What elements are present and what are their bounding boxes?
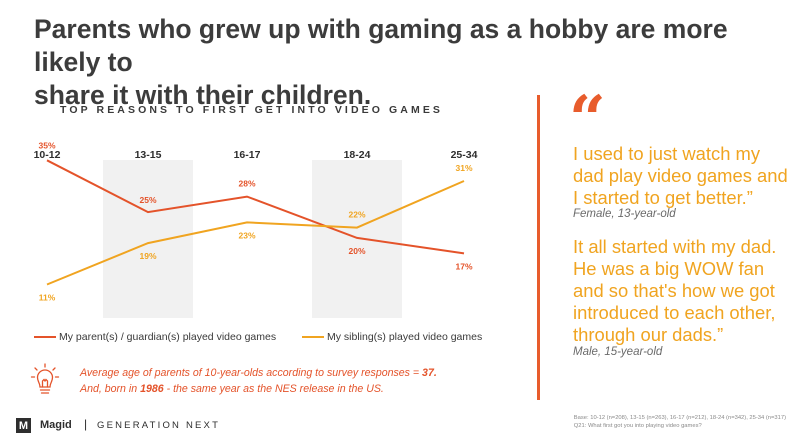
data-label-parents-25-34: 17%	[455, 261, 472, 271]
data-label-parents-10-12: 35%	[38, 140, 55, 150]
data-label-siblings-25-34: 31%	[455, 163, 472, 173]
quote-line: He was a big WOW fan	[573, 258, 765, 279]
survey-base-note: Base: 10-12 (n=208), 13-15 (n=263), 16-1…	[574, 415, 786, 430]
category-label-16-17: 16-17	[234, 149, 261, 161]
data-label-parents-18-24: 20%	[348, 246, 365, 256]
magid-logo: M	[16, 418, 31, 433]
data-label-siblings-10-12: 11%	[39, 292, 56, 302]
insight-line-1: Average age of parents of 10-year-olds a…	[80, 365, 437, 381]
insight-birth-year: 1986	[140, 383, 164, 395]
data-label-siblings-18-24: 22%	[348, 210, 365, 220]
quote-line: through our dads.”	[573, 324, 724, 345]
headline: Parents who grew up with gaming as a hob…	[34, 13, 794, 112]
data-label-parents-16-17: 28%	[238, 179, 255, 189]
category-label-13-15: 13-15	[135, 149, 162, 161]
shaded-column-18-24	[312, 160, 402, 318]
category-label-25-34: 25-34	[451, 149, 478, 161]
footer-brand: Magid	[40, 419, 72, 431]
legend-item-parents: My parent(s) / guardian(s) played video …	[34, 331, 276, 343]
legend-label-siblings: My sibling(s) played video games	[327, 331, 483, 343]
footer-separator: |	[84, 417, 88, 431]
quote-male: It all started with my dad. He was a big…	[573, 236, 798, 346]
footer-tagline: GENERATION NEXT	[97, 420, 221, 431]
quote-line: introduced to each other,	[573, 302, 776, 323]
legend-swatch-parents	[34, 336, 56, 338]
line-chart: 10-12 13-15 16-17 18-24 25-34 35% 25% 28% 20% 17%…	[34, 140, 478, 318]
survey-base-line: Base: 10-12 (n=208), 13-15 (n=263), 16-1…	[573, 415, 786, 421]
quote-line: dad play video games and	[573, 165, 788, 186]
quote-line: It all started with my dad.	[573, 236, 777, 257]
data-label-siblings-13-15: 19%	[139, 251, 156, 261]
quote-line: and so that's how we got	[573, 280, 775, 301]
insight-line-2: And, born in 1986 - the same year as the…	[80, 381, 437, 397]
quote-line: I used to just watch my	[573, 143, 761, 164]
survey-question-line: Q21: What first got you into playing vid…	[573, 422, 702, 429]
insight-line-1-text: Average age of parents of 10-year-olds a…	[80, 367, 423, 379]
quote-line: I started to get better.”	[573, 187, 753, 208]
category-label-10-12: 10-12	[34, 149, 61, 161]
legend-item-siblings: My sibling(s) played video games	[302, 331, 482, 343]
legend-swatch-siblings	[302, 336, 324, 338]
series-line-parents	[46, 159, 465, 255]
lightbulb-icon	[30, 363, 60, 394]
quote-mark-icon: “	[569, 82, 606, 157]
headline-line-2: share it with their children.	[34, 80, 372, 110]
legend-label-parents: My parent(s) / guardian(s) played video …	[59, 331, 277, 343]
chart-title: TOP REASONS TO FIRST GET INTO VIDEO GAME…	[60, 104, 444, 116]
insight-line-2-post: - the same year as the NES release in th…	[163, 383, 384, 395]
quote-female: I used to just watch my dad play video g…	[573, 143, 798, 209]
category-label-18-24: 18-24	[344, 149, 371, 161]
data-label-siblings-16-17: 23%	[238, 230, 255, 240]
series-line-siblings	[46, 180, 465, 286]
shaded-column-13-15	[103, 160, 193, 318]
quote-attribution-female: Female, 13-year-old	[573, 208, 676, 220]
quote-divider	[537, 95, 540, 400]
quote-attribution-male: Male, 15-year-old	[573, 346, 663, 358]
insight-average-age: 37.	[422, 367, 437, 379]
data-label-parents-13-15: 25%	[139, 195, 156, 205]
insight-note: Average age of parents of 10-year-olds a…	[80, 365, 437, 397]
headline-line-1: Parents who grew up with gaming as a hob…	[34, 14, 728, 77]
insight-line-2-pre: And, born in	[80, 383, 141, 395]
